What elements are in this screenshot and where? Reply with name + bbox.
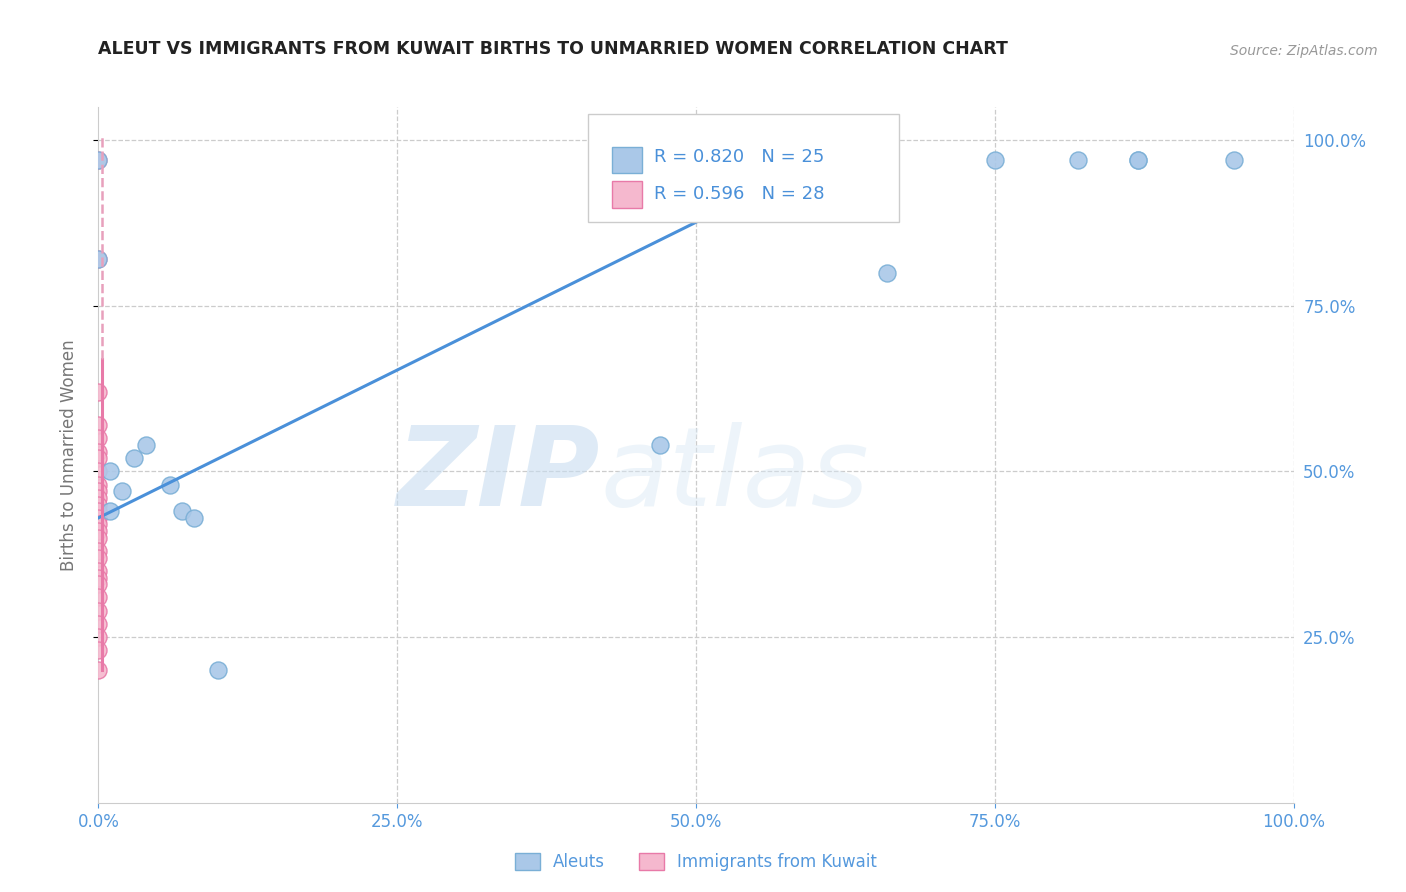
Point	[87, 504, 110, 518]
Point	[87, 550, 110, 565]
Y-axis label: Births to Unmarried Women: Births to Unmarried Women	[59, 339, 77, 571]
Point	[87, 591, 110, 605]
Text: R = 0.596   N = 28: R = 0.596 N = 28	[654, 185, 825, 203]
Point	[111, 484, 134, 499]
Point	[852, 153, 875, 167]
Point	[87, 418, 110, 433]
Point	[863, 153, 887, 167]
Point	[207, 663, 229, 677]
Point	[87, 431, 110, 445]
Point	[87, 444, 110, 458]
Point	[87, 544, 110, 558]
Point	[87, 465, 110, 479]
Text: atlas: atlas	[600, 422, 869, 529]
Point	[1128, 153, 1150, 167]
Point	[87, 643, 110, 657]
Point	[87, 153, 110, 167]
Point	[87, 252, 110, 267]
Point	[87, 604, 110, 618]
Point	[87, 498, 110, 512]
Point	[87, 451, 110, 466]
Point	[159, 477, 181, 491]
Point	[98, 465, 122, 479]
Point	[87, 663, 110, 677]
Point	[172, 504, 194, 518]
Point	[87, 630, 110, 644]
Point	[87, 517, 110, 532]
Point	[87, 570, 110, 584]
Text: R = 0.820   N = 25: R = 0.820 N = 25	[654, 148, 824, 166]
Point	[1067, 153, 1090, 167]
Point	[87, 252, 110, 267]
Point	[648, 438, 672, 452]
Point	[87, 477, 110, 491]
Point	[87, 153, 110, 167]
Point	[841, 153, 863, 167]
FancyBboxPatch shape	[613, 146, 643, 173]
Point	[87, 484, 110, 499]
Point	[876, 266, 898, 280]
FancyBboxPatch shape	[613, 181, 643, 208]
Point	[124, 451, 146, 466]
Point	[135, 438, 157, 452]
Point	[745, 153, 768, 167]
Point	[87, 564, 110, 578]
Point	[87, 511, 110, 525]
Point	[984, 153, 1007, 167]
Point	[87, 524, 110, 538]
Point	[98, 504, 122, 518]
Text: Source: ZipAtlas.com: Source: ZipAtlas.com	[1230, 44, 1378, 58]
Point	[183, 511, 205, 525]
Point	[685, 153, 707, 167]
Point	[87, 491, 110, 505]
Point	[1128, 153, 1150, 167]
FancyBboxPatch shape	[588, 114, 900, 222]
Text: ALEUT VS IMMIGRANTS FROM KUWAIT BIRTHS TO UNMARRIED WOMEN CORRELATION CHART: ALEUT VS IMMIGRANTS FROM KUWAIT BIRTHS T…	[98, 40, 1008, 58]
Legend: Aleuts, Immigrants from Kuwait: Aleuts, Immigrants from Kuwait	[509, 847, 883, 878]
Point	[1222, 153, 1246, 167]
Point	[804, 153, 827, 167]
Text: ZIP: ZIP	[396, 422, 600, 529]
Point	[87, 616, 110, 631]
Point	[828, 153, 851, 167]
Point	[87, 384, 110, 399]
Point	[87, 577, 110, 591]
Point	[87, 531, 110, 545]
